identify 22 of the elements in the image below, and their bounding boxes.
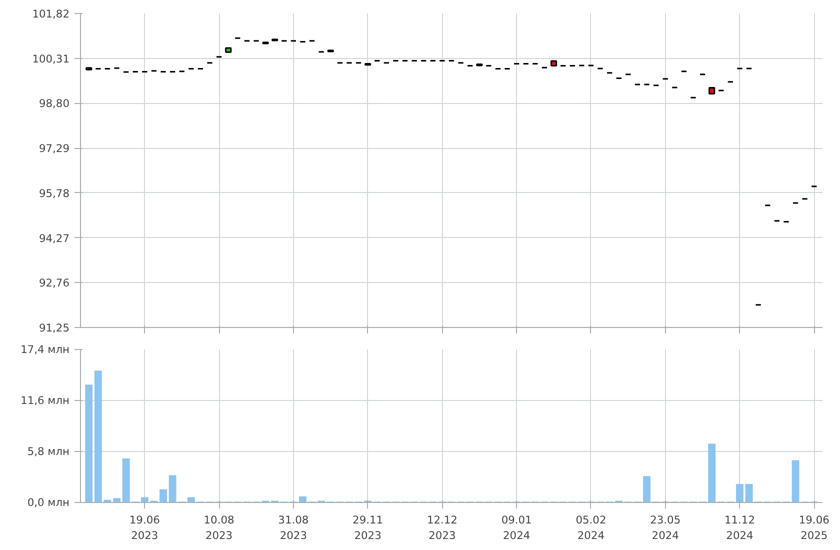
y-tick-label: 11,6 млн — [20, 394, 70, 407]
x-tick-label: 19.06 2025 — [798, 514, 830, 542]
y-tick-label: 92,76 — [38, 276, 70, 290]
y-tick-label: 95,78 — [38, 186, 70, 200]
y-tick-label: 98,80 — [38, 97, 70, 110]
x-tick-label: 19.06 2023 — [129, 514, 160, 542]
x-tick-label: 05.02 2024 — [576, 514, 606, 542]
y-tick-label: 5,8 млн — [27, 445, 70, 458]
y-tick-label: 94,27 — [38, 232, 70, 245]
x-tick-label: 23.05 2024 — [650, 514, 681, 542]
y-tick-label: 0,0 млн — [27, 496, 70, 509]
y-tick-label: 100,31 — [32, 52, 70, 66]
x-tick-label: 31.08 2023 — [278, 514, 309, 542]
y-tick-label: 97,29 — [38, 142, 70, 156]
x-tick-label: 29.11 2023 — [352, 514, 384, 542]
x-tick-label: 12.12 2023 — [426, 514, 458, 542]
y-tick-label: 17,4 млн — [20, 343, 70, 356]
x-tick-label: 09.01 2024 — [501, 514, 532, 542]
y-tick-label: 101,82 — [32, 8, 70, 20]
y-tick-label: 91,25 — [38, 322, 70, 334]
x-tick-label: 10.08 2023 — [204, 514, 235, 542]
x-tick-label: 11.12 2024 — [724, 514, 756, 542]
